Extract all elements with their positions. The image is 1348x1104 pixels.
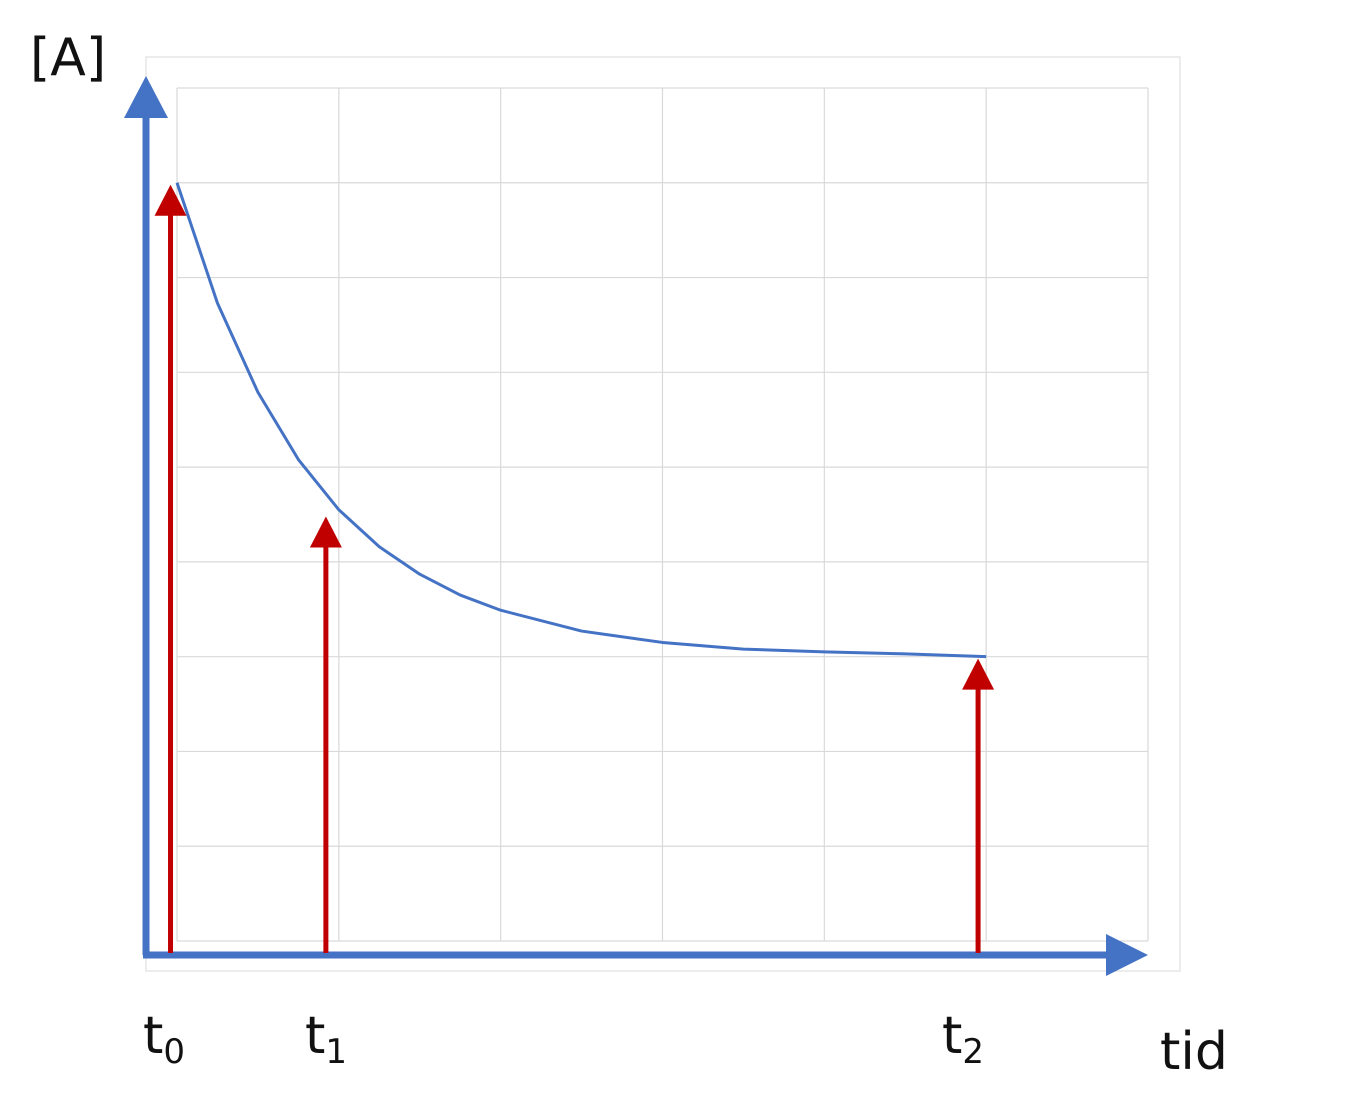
marker-arrowhead-t0: [154, 184, 187, 216]
marker-label-t1: t1: [305, 1006, 348, 1072]
marker-arrowhead-t2: [962, 658, 995, 690]
y-axis-label: [A]: [30, 28, 107, 88]
marker-label-t0: t0: [143, 1006, 186, 1072]
x-axis-label: tid: [1160, 1022, 1228, 1082]
marker-arrowhead-t1: [309, 516, 342, 548]
marker-label-t2: t2: [942, 1006, 985, 1072]
y-axis-arrowhead: [124, 76, 168, 118]
x-axis-arrowhead: [1106, 934, 1148, 976]
decay-curve: [175, 182, 987, 659]
